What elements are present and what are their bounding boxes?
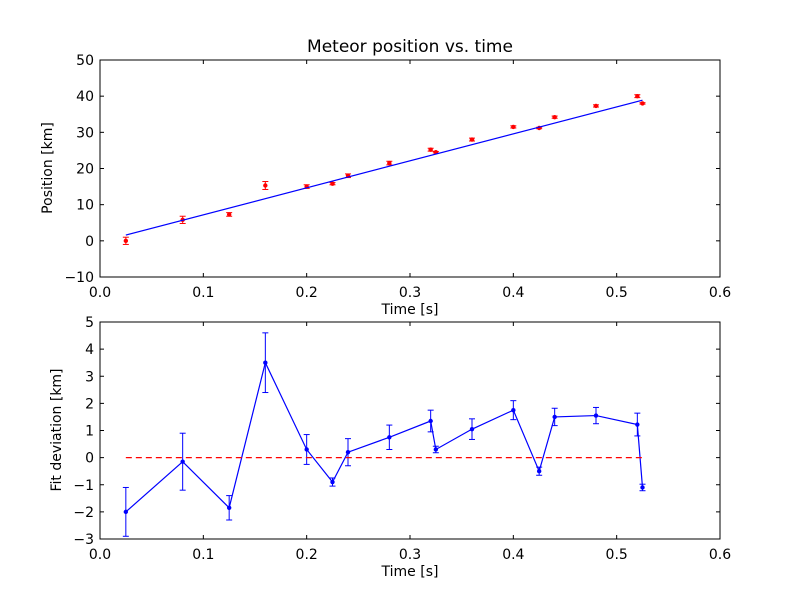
x-tick-label: 0.5 [606,547,628,563]
data-point [593,103,599,109]
data-point [552,114,557,120]
data-point [226,505,232,511]
data-point [469,137,475,142]
data-point [640,101,645,106]
y-tick-label: 3 [85,369,94,385]
data-point [123,509,129,515]
x-tick-label: 0.1 [192,285,214,301]
data-point [263,360,268,365]
data-point [226,212,232,217]
x-axis-label: Time [s] [381,302,439,318]
data-point [263,183,268,188]
x-axis-label: Time [s] [381,564,439,580]
y-tick-label: 1 [85,424,94,440]
y-tick-label: −2 [73,505,94,521]
x-tick-label: 0.5 [606,285,628,301]
y-tick-label: 4 [85,342,94,358]
y-tick-label: −3 [73,532,94,548]
data-point [387,160,392,166]
bottom-marks-group [122,332,646,537]
x-tick-label: 0.2 [296,285,318,301]
y-axis-label: Position [km] [40,122,56,214]
data-point [330,181,335,186]
x-tick-label: 0.3 [399,285,421,301]
data-point [635,422,640,427]
y-tick-label: 40 [76,89,94,105]
position-chart: Meteor position vs. time 0.0 0.1 0.2 0.3 0.4… [40,37,731,318]
data-point [593,413,599,418]
data-point [511,407,516,413]
x-tick-label: 0.6 [709,285,731,301]
data-point [387,435,392,440]
deviation-chart: 0.0 0.1 0.2 0.3 0.4 0.5 0.6 −3 −2 −1 0 1 2 3 4 5 Time [… [49,315,731,580]
data-point [345,450,351,455]
data-point [123,238,129,244]
y-tick-label: 2 [85,396,94,412]
data-point [428,147,433,152]
data-point [304,447,309,452]
x-tick-label: 0.0 [89,285,111,301]
bottom-tick-group: 0.0 0.1 0.2 0.3 0.4 0.5 0.6 −3 −2 −1 0 1 2 3 4 5 [73,315,731,563]
chart-title: Meteor position vs. time [307,37,513,57]
data-point [511,124,516,130]
data-point [330,479,335,485]
data-point [635,93,640,99]
y-tick-label: −1 [73,478,94,494]
data-point [469,426,475,432]
data-point [433,447,439,452]
data-point [180,459,185,464]
x-tick-label: 0.4 [502,547,524,563]
y-tick-label: −10 [64,270,94,286]
y-tick-label: 0 [85,234,94,250]
x-tick-label: 0.3 [399,547,421,563]
fit-line [125,99,643,236]
y-tick-label: 10 [76,198,94,214]
x-tick-label: 0.1 [192,547,214,563]
y-tick-label: 0 [85,451,94,467]
x-tick-label: 0.6 [709,547,731,563]
y-tick-label: 30 [76,125,94,141]
x-tick-label: 0.2 [296,547,318,563]
x-tick-label: 0.0 [89,547,111,563]
top-marks-group [122,93,646,245]
y-tick-label: 20 [76,162,94,178]
data-point [640,485,645,490]
y-tick-label: 5 [85,315,94,331]
data-point [552,414,557,420]
x-tick-label: 0.4 [502,285,524,301]
y-tick-label: 50 [76,53,94,69]
y-axis-label: Fit deviation [km] [49,368,65,491]
top-tick-group: 0.0 0.1 0.2 0.3 0.4 0.5 0.6 −10 0 10 20 30 40 50 [64,53,731,301]
data-point [536,468,542,474]
data-point [428,418,433,424]
